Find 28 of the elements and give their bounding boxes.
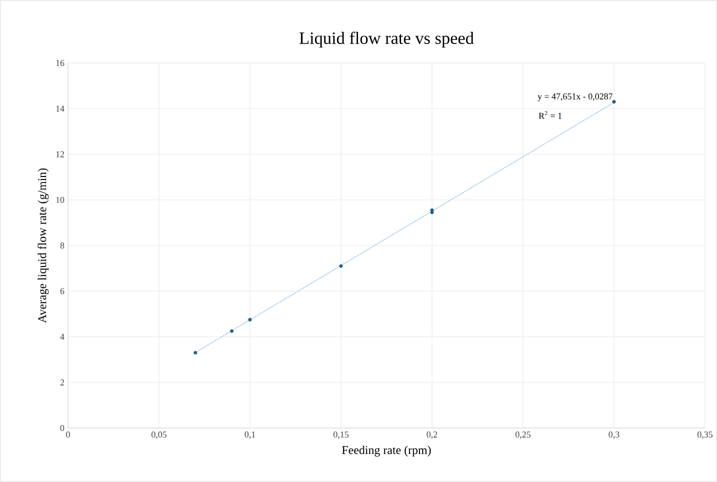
point	[230, 329, 234, 333]
x-tick-label: 0,2	[426, 432, 438, 439]
x-tick-label: 0,25	[516, 432, 531, 439]
x-tick-label: 0,05	[152, 432, 167, 439]
point	[612, 100, 616, 104]
y-tick-label: 6	[60, 288, 64, 294]
y-tick-label: 0	[60, 424, 64, 432]
annotation: y = 47,651x - 0,0287	[538, 93, 613, 102]
point	[194, 350, 198, 355]
y-tick-label: 14	[56, 106, 64, 112]
y-tick-label: 12	[56, 151, 64, 158]
y-tick-label: 2	[60, 379, 64, 386]
x-tick-label: 0,1	[244, 432, 256, 439]
y-tick-label: 8	[60, 242, 64, 249]
x-tick-label: 0	[66, 432, 70, 438]
x-tick-label: 0,3	[608, 432, 620, 439]
y-tick-label: 10	[56, 196, 64, 203]
y-tick-label: 16	[56, 60, 64, 66]
y-axis-title: Average liquid flow rate (g/min)	[38, 168, 49, 323]
x-axis-title: Feeding rate (rpm)	[342, 446, 431, 457]
x-tick-label: 0,35	[698, 432, 713, 439]
y-tick-label: 4	[60, 334, 64, 340]
chart-title: Liquid flow rate vs speed	[300, 32, 474, 48]
point	[339, 264, 343, 268]
x-tick-label: 0,15	[334, 432, 349, 439]
point	[430, 208, 434, 212]
annotation: R$^{2}$ = 1	[538, 110, 562, 119]
point	[248, 318, 252, 322]
